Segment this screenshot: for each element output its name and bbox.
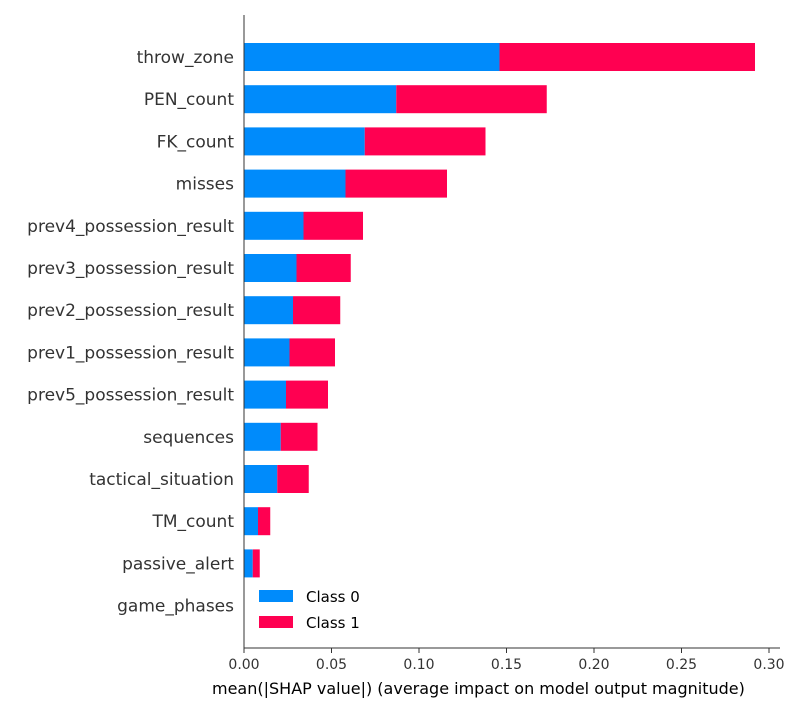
legend: Class 0 Class 1 [259, 588, 360, 632]
bar-class-0-sequences [244, 422, 281, 451]
bar-class-1-prev4-possession-result [303, 211, 363, 240]
legend-label-class-0: Class 0 [306, 588, 360, 606]
bar-class-0-prev2-possession-result [244, 296, 293, 325]
feature-label-passive-alert: passive_alert [122, 554, 234, 574]
x-tick-label: 0.30 [753, 657, 784, 673]
feature-label-misses: misses [176, 175, 234, 195]
x-tick-label: 0.15 [491, 657, 522, 673]
feature-label-tm-count: TM_count [151, 512, 234, 532]
feature-label-prev2-possession-result: prev2_possession_result [27, 301, 234, 321]
bar-class-0-throw-zone [244, 43, 500, 71]
bar-class-0-prev4-possession-result [244, 211, 304, 240]
bar-class-0-pen-count [244, 85, 397, 114]
feature-label-prev1-possession-result: prev1_possession_result [27, 343, 234, 363]
bar-class-0-tactical-situation [244, 465, 278, 493]
bar-class-1-prev2-possession-result [293, 296, 341, 325]
x-tick-label: 0.05 [316, 657, 347, 673]
bar-class-1-prev3-possession-result [296, 254, 351, 282]
feature-label-prev5-possession-result: prev5_possession_result [27, 386, 234, 406]
bar-class-1-sequences [280, 422, 318, 451]
legend-swatch-class-0 [259, 590, 293, 602]
x-ticks: 0.00 0.05 0.10 0.15 0.20 0.25 0.30 [228, 648, 785, 673]
bar-class-1-misses [345, 169, 447, 198]
feature-label-pen-count: PEN_count [144, 90, 235, 110]
feature-label-tactical-situation: tactical_situation [89, 470, 234, 490]
bar-class-1-pen-count [396, 85, 547, 114]
feature-label-throw-zone: throw_zone [137, 48, 234, 68]
bar-class-0-prev3-possession-result [244, 254, 297, 282]
feature-label-prev4-possession-result: prev4_possession_result [27, 217, 234, 237]
bar-class-1-prev5-possession-result [286, 380, 328, 409]
bar-class-0-tm-count [244, 507, 258, 536]
x-tick-label: 0.20 [578, 657, 609, 673]
feature-label-game-phases: game_phases [117, 597, 234, 617]
x-tick-label: 0.10 [403, 657, 434, 673]
bar-class-1-tactical-situation [277, 465, 309, 493]
bar-class-0-fk-count [244, 127, 365, 156]
x-tick-label: 0.00 [228, 657, 259, 673]
bar-class-1-prev1-possession-result [289, 338, 335, 367]
feature-label-fk-count: FK_count [157, 132, 235, 152]
bar-class-0-prev1-possession-result [244, 338, 290, 367]
bar-class-1-throw-zone [499, 43, 755, 71]
bar-class-1-passive-alert [252, 549, 260, 578]
bar-class-0-misses [244, 169, 346, 198]
feature-label-sequences: sequences [143, 428, 234, 448]
bar-class-1-fk-count [364, 127, 486, 156]
legend-swatch-class-1 [259, 616, 293, 628]
axes [243, 15, 780, 649]
bars-layer [244, 43, 755, 578]
x-tick-label: 0.25 [666, 657, 697, 673]
bar-class-0-passive-alert [244, 549, 253, 578]
feature-label-prev3-possession-result: prev3_possession_result [27, 259, 234, 279]
legend-label-class-1: Class 1 [306, 614, 360, 632]
bar-class-1-tm-count [258, 507, 271, 536]
bar-class-0-prev5-possession-result [244, 380, 286, 409]
x-axis-label: mean(|SHAP value|) (average impact on mo… [212, 679, 745, 698]
